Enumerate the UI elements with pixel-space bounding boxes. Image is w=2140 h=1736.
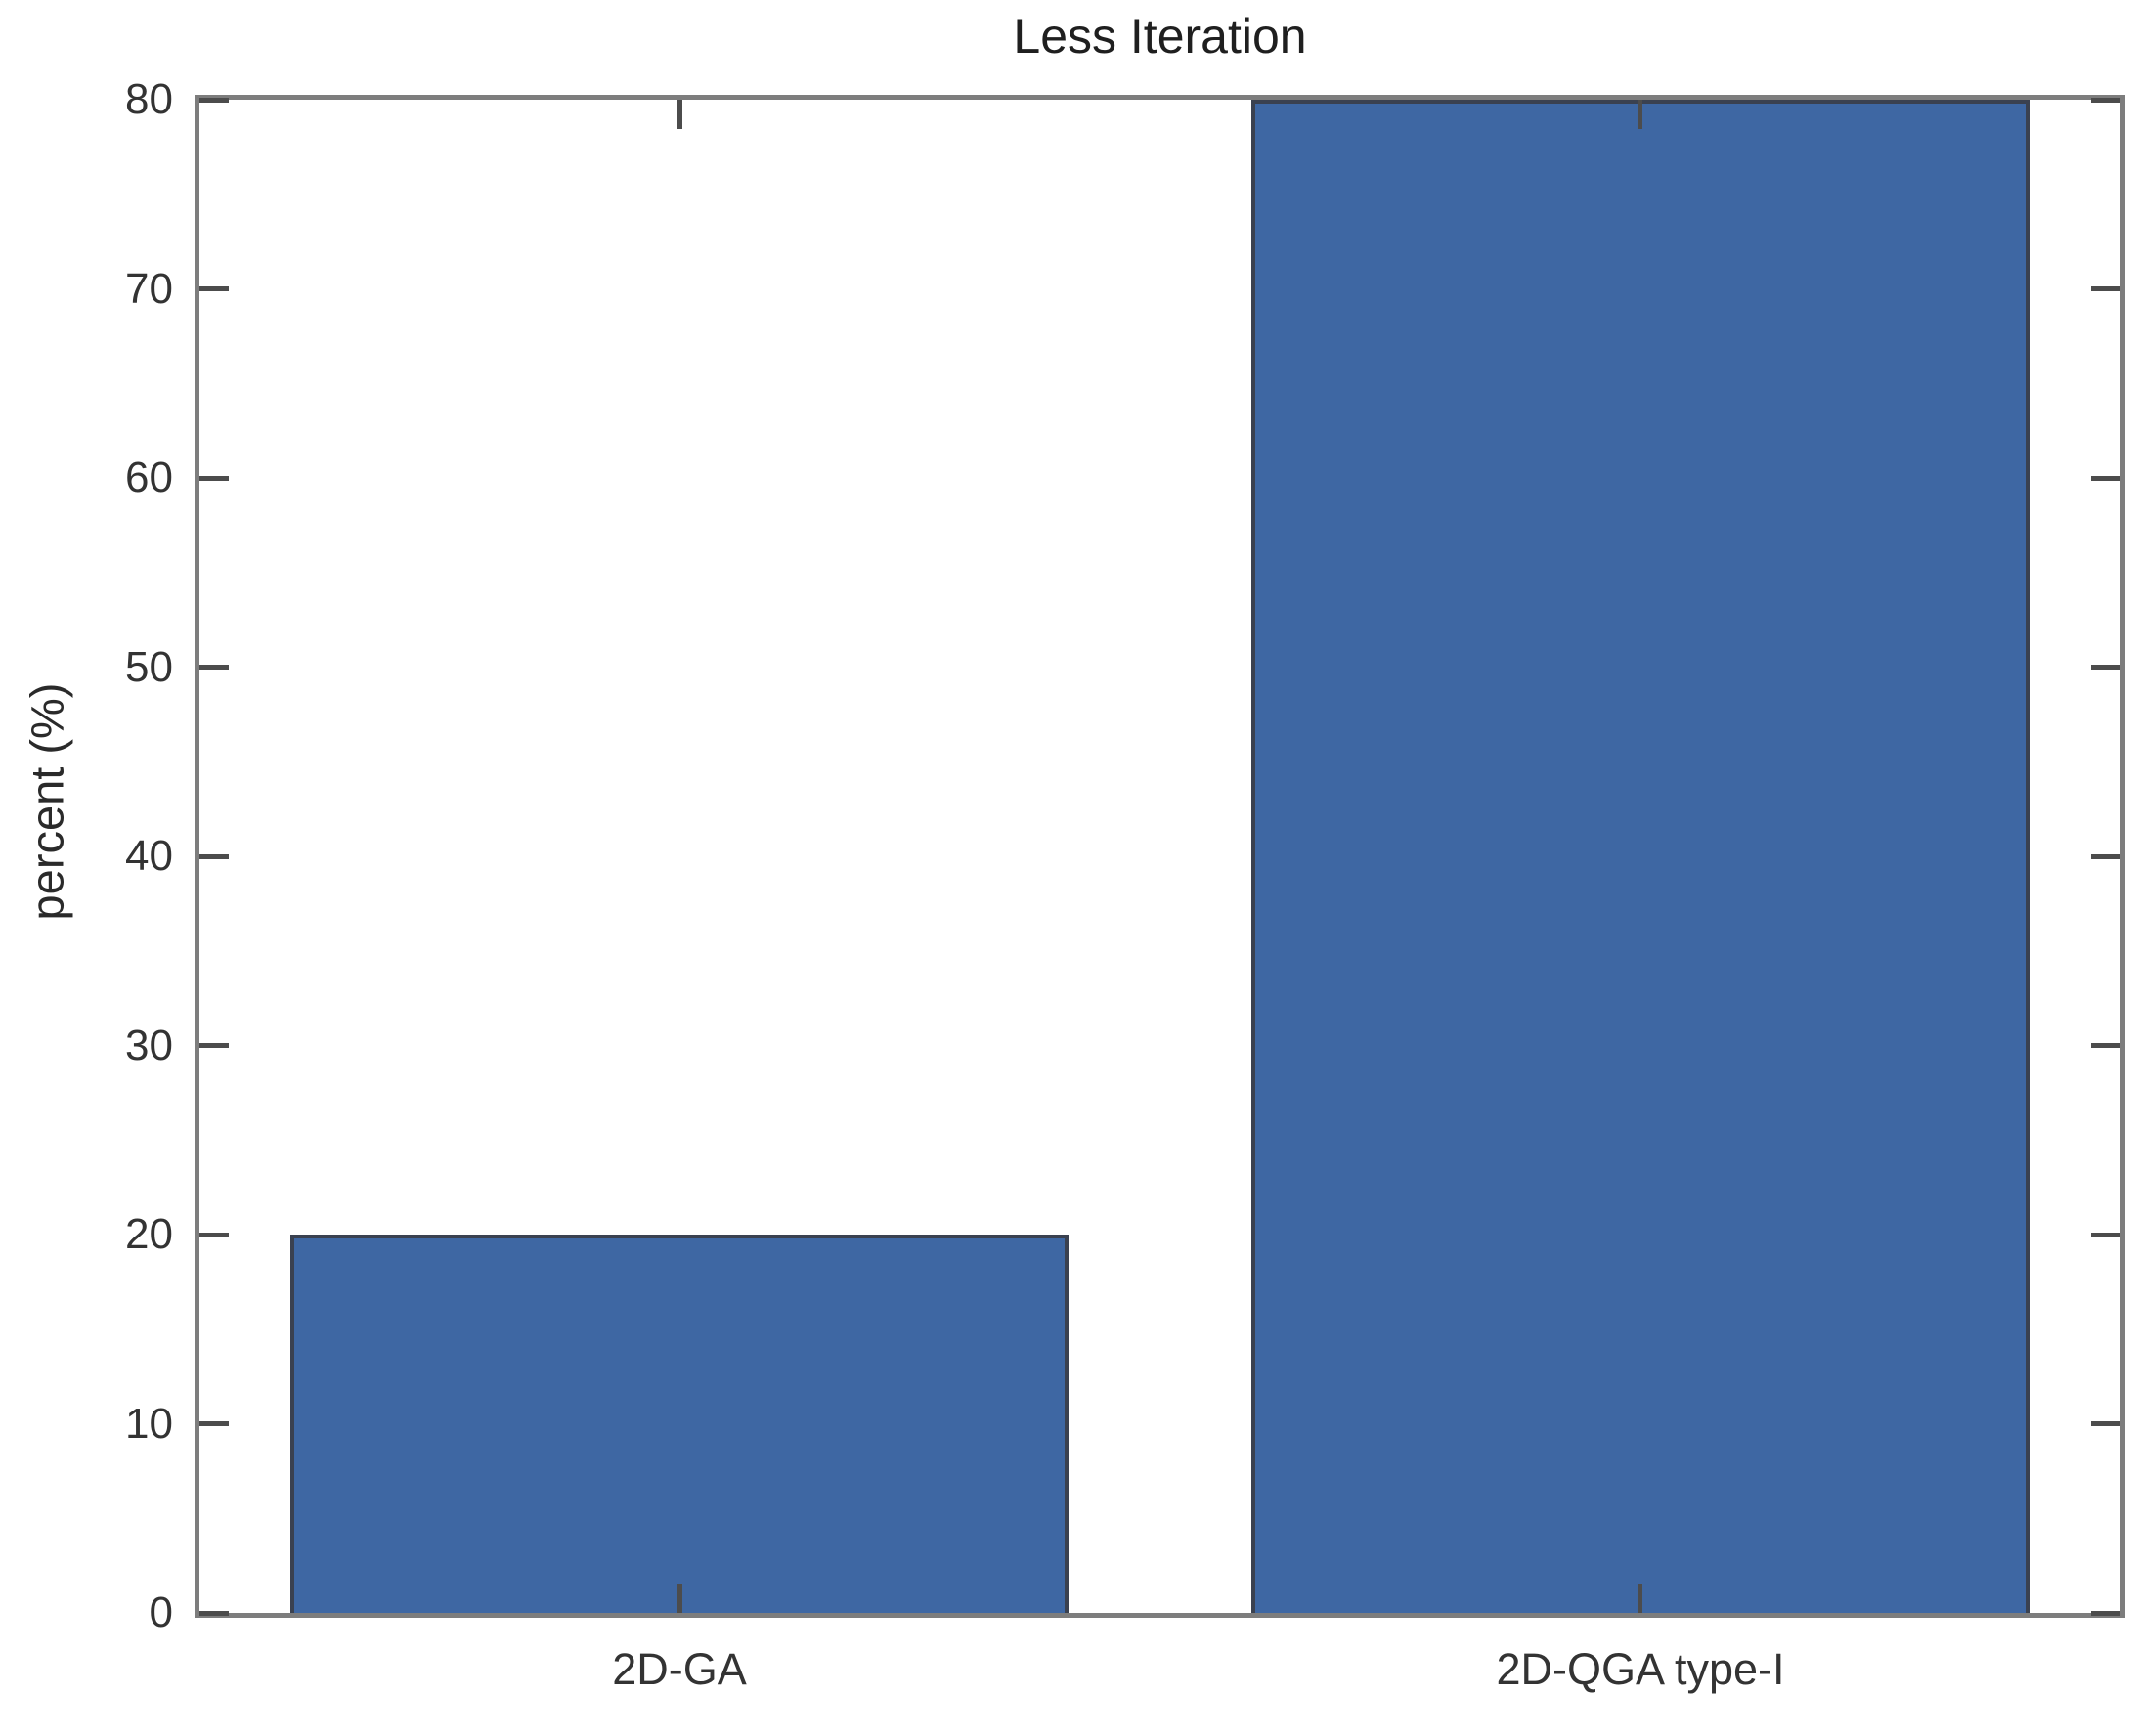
y-tick-left	[199, 854, 229, 859]
x-tick-bottom	[677, 1584, 682, 1613]
y-tick-label-60: 60	[125, 454, 173, 501]
y-tick-right	[2091, 854, 2120, 859]
bar-2d-ga	[290, 1235, 1069, 1613]
x-tick-label-2d-qga-type-i: 2D-QGA type-I	[1496, 1644, 1785, 1694]
y-tick-label-80: 80	[125, 75, 173, 123]
y-tick-left	[199, 286, 229, 291]
y-tick-left	[199, 476, 229, 481]
y-tick-label-10: 10	[125, 1400, 173, 1448]
y-tick-right	[2091, 286, 2120, 291]
x-tick-bottom	[1638, 1584, 1642, 1613]
plot-area	[195, 95, 2125, 1618]
y-tick-right	[2091, 1611, 2120, 1616]
y-tick-label-20: 20	[125, 1210, 173, 1258]
y-tick-right	[2091, 665, 2120, 670]
y-tick-right	[2091, 1043, 2120, 1048]
y-tick-label-50: 50	[125, 643, 173, 691]
x-tick-top	[1638, 100, 1642, 129]
y-tick-label-0: 0	[149, 1588, 173, 1636]
y-tick-left	[199, 1233, 229, 1237]
y-tick-label-40: 40	[125, 832, 173, 880]
y-tick-left	[199, 1043, 229, 1048]
y-tick-label-30: 30	[125, 1021, 173, 1069]
y-tick-label-70: 70	[125, 265, 173, 313]
y-tick-left	[199, 1611, 229, 1616]
x-tick-top	[677, 100, 682, 129]
y-tick-right	[2091, 1233, 2120, 1237]
y-tick-left	[199, 98, 229, 103]
chart-title: Less Iteration	[1013, 9, 1307, 64]
x-tick-label-2d-ga: 2D-GA	[612, 1644, 747, 1694]
y-tick-right	[2091, 476, 2120, 481]
y-tick-left	[199, 665, 229, 670]
bar-2d-qga-type-i	[1251, 100, 2030, 1613]
y-tick-left	[199, 1421, 229, 1426]
y-tick-right	[2091, 1421, 2120, 1426]
y-tick-right	[2091, 98, 2120, 103]
